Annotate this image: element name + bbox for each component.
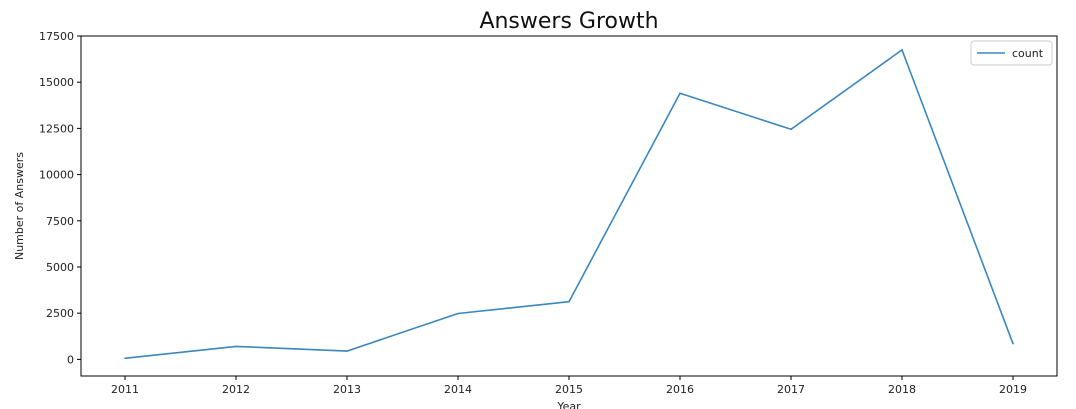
x-tick-label: 2018 bbox=[888, 383, 916, 396]
x-tick-label: 2017 bbox=[777, 383, 805, 396]
y-tick-label: 15000 bbox=[39, 76, 74, 89]
data-point bbox=[235, 345, 237, 348]
data-point bbox=[124, 357, 126, 360]
chart-title: Answers Growth bbox=[479, 9, 658, 34]
y-tick-label: 5000 bbox=[46, 261, 74, 274]
data-point bbox=[901, 49, 903, 51]
x-tick-label: 2015 bbox=[555, 383, 583, 396]
x-tick-label: 2014 bbox=[444, 383, 472, 396]
x-tick-label: 2019 bbox=[999, 383, 1027, 396]
y-axis-title: Number of Answers bbox=[13, 152, 26, 260]
y-tick-label: 0 bbox=[67, 353, 74, 366]
series-group bbox=[124, 49, 1014, 360]
x-tick-label: 2011 bbox=[111, 383, 139, 396]
legend-box bbox=[970, 40, 1053, 66]
x-tick-label: 2012 bbox=[222, 383, 250, 396]
y-tick-label: 10000 bbox=[39, 169, 74, 182]
y-tick-label: 7500 bbox=[46, 215, 74, 228]
x-axis-title: Year bbox=[556, 400, 581, 409]
y-axis: 0 2500 5000 7500 10000 12500 15000 17500 bbox=[39, 30, 81, 366]
legend-label: count bbox=[1012, 47, 1044, 60]
x-tick-label: 2013 bbox=[333, 383, 361, 396]
x-axis: 2011 2012 2013 2014 2015 2016 2017 2018 2019 bbox=[111, 376, 1027, 396]
legend: count bbox=[970, 40, 1053, 66]
data-point bbox=[457, 312, 459, 315]
data-point bbox=[346, 350, 348, 352]
data-point bbox=[1012, 342, 1014, 345]
y-tick-label: 17500 bbox=[39, 30, 74, 43]
x-tick-label: 2016 bbox=[666, 383, 694, 396]
data-point bbox=[568, 300, 570, 303]
data-point bbox=[679, 92, 681, 95]
y-tick-label: 2500 bbox=[46, 307, 74, 320]
y-tick-label: 12500 bbox=[39, 122, 74, 135]
data-point bbox=[790, 128, 792, 131]
plot-area-frame bbox=[80, 35, 1058, 377]
series-line-count bbox=[124, 49, 1014, 360]
